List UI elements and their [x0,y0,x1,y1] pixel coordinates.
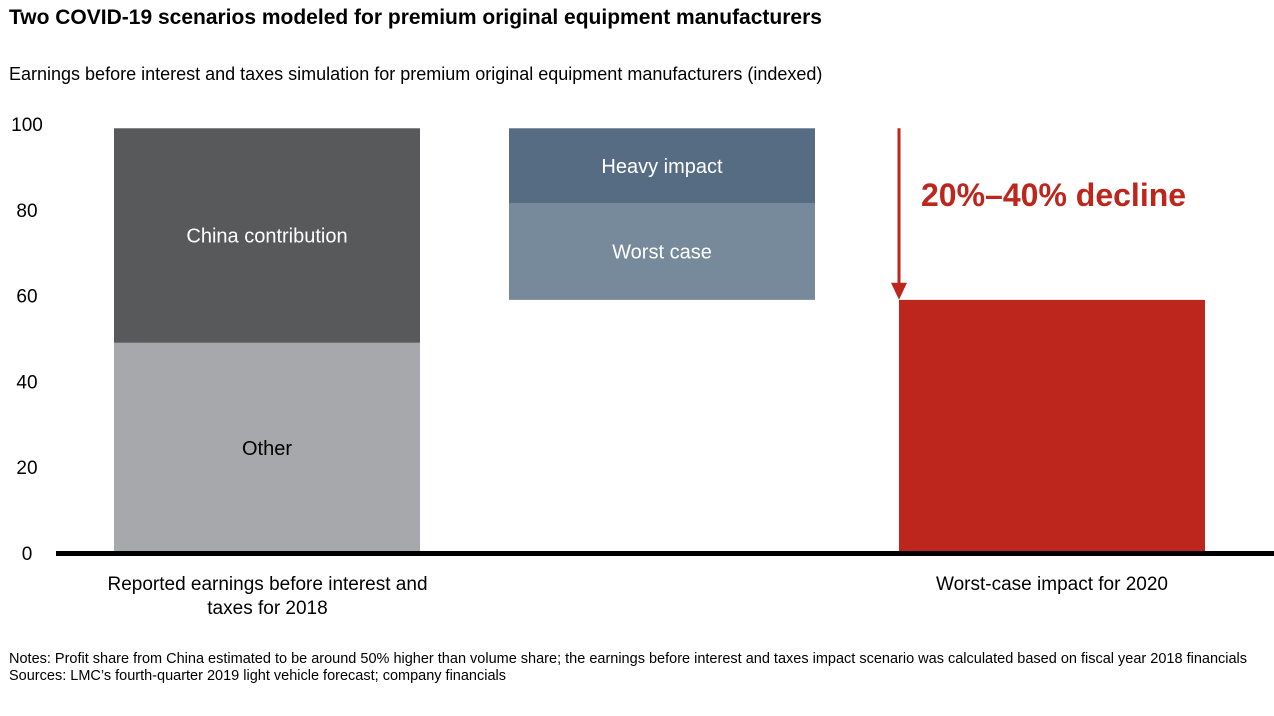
segment-label: Worst case [612,242,712,264]
decline-arrow-head [891,282,907,300]
decline-annotation: 20%–40% decline [921,177,1186,213]
x-axis-line [56,551,1274,556]
bar-3-segment-1 [899,299,1205,553]
segment-label: China contribution [186,226,347,248]
y-tick-label-0: 0 [22,544,33,565]
y-tick-label-100: 100 [11,115,43,136]
segment-label: Heavy impact [601,156,723,178]
y-tick-label-40: 40 [16,372,37,393]
bar-1-segment-1 [114,342,420,553]
bar-2-segment-1 [509,203,815,300]
chart-title: Two COVID-19 scenarios modeled for premi… [9,6,822,29]
notes-text: Notes: Profit share from China estimated… [9,651,1248,667]
chart-subtitle: Earnings before interest and taxes simul… [9,64,823,84]
y-tick-label-60: 60 [16,287,37,308]
bar-2-segment-2 [509,128,815,204]
sources-text: Sources: LMC’s fourth-quarter 2019 light… [9,668,507,684]
y-tick-label-20: 20 [16,458,37,479]
x-category-label-3: Worst-case impact for 2020 [936,574,1168,595]
bar-1-segment-2 [114,128,420,343]
chart-area: 0 20 40 60 80 100 Other China contribution Worst… [11,115,1274,565]
y-tick-label-80: 80 [16,201,37,222]
segment-label: Other [242,438,292,460]
x-category-label-1: Reported earnings before interest and ta… [107,574,428,619]
footnotes: Notes: Profit share from China estimated… [9,651,1249,685]
